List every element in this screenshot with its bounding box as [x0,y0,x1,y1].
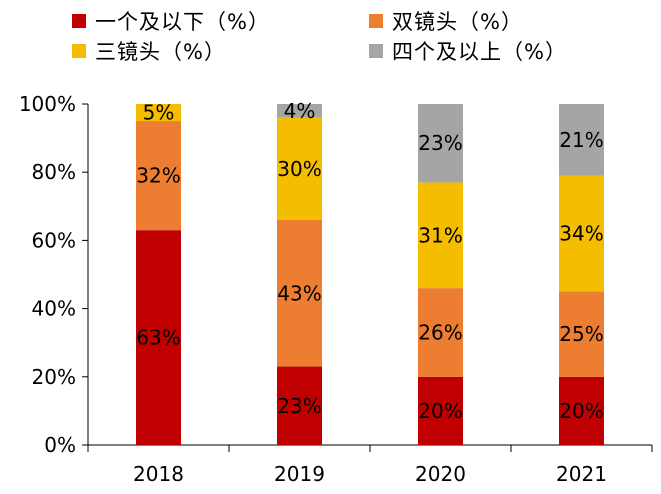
y-tick-label: 60% [32,228,76,252]
x-tick-label: 2019 [274,462,325,486]
data-label: 20% [418,399,462,423]
legend-swatch-four-or-more [369,44,383,58]
legend-swatch-one-or-less [72,14,86,28]
legend-item-dual-lens: 双镜头（%） [369,6,523,36]
bar-segment [418,182,463,289]
data-label: 5% [143,101,175,125]
bar-segment [418,376,463,445]
data-label: 21% [559,128,603,152]
x-tick-label: 2021 [556,462,607,486]
data-label: 43% [277,281,321,305]
x-tick-label: 2018 [133,462,184,486]
y-tick-label: 0% [44,433,76,457]
legend-item-one-or-less: 一个及以下（%） [72,6,270,36]
legend-label-one-or-less: 一个及以下（%） [95,10,270,34]
legend-label-dual-lens: 双镜头（%） [392,10,523,34]
y-tick-label: 40% [32,297,76,321]
data-label: 23% [277,394,321,418]
data-label: 26% [418,320,462,344]
bar-segment [418,288,463,377]
bar-segment [418,104,463,183]
data-label: 20% [559,399,603,423]
bar-segment [277,219,322,367]
data-label: 32% [136,164,180,188]
bar-segment [136,121,181,231]
bar-segment [136,104,181,122]
bar-segment [559,175,604,292]
legend: 一个及以下（%） 双镜头（%） 三镜头（%） 四个及以上（%） [0,4,661,70]
data-label: 30% [277,157,321,181]
bar-segment [277,366,322,445]
data-label: 23% [418,131,462,155]
legend-swatch-triple-lens [72,44,86,58]
data-label: 4% [284,99,316,123]
data-label: 34% [559,222,603,246]
data-label: 63% [136,326,180,350]
y-tick-label: 80% [32,160,76,184]
legend-item-triple-lens: 三镜头（%） [72,36,226,66]
bar-segment [559,104,604,176]
y-tick-label: 20% [32,365,76,389]
legend-label-four-or-more: 四个及以上（%） [392,40,567,64]
legend-item-four-or-more: 四个及以上（%） [369,36,567,66]
x-tick-label: 2020 [415,462,466,486]
bar-segment [277,117,322,220]
bar-segment [136,230,181,445]
bar-segment [559,291,604,377]
data-label: 25% [559,322,603,346]
bar-segment [559,376,604,445]
bar-segment [277,104,322,118]
legend-label-triple-lens: 三镜头（%） [95,40,226,64]
data-label: 31% [418,223,462,247]
y-tick-label: 100% [19,92,76,116]
legend-swatch-dual-lens [369,14,383,28]
